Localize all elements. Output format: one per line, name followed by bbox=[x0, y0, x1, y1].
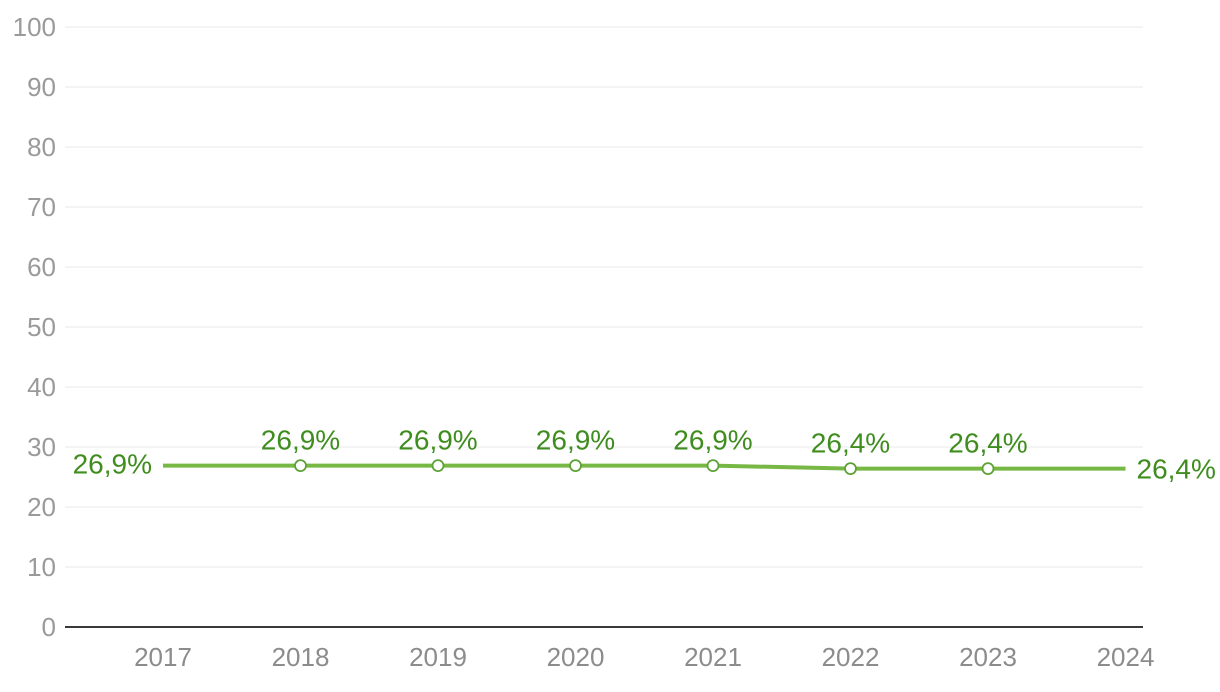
x-axis-tick-label-2024: 2024 bbox=[1097, 642, 1155, 672]
data-point-2023[interactable] bbox=[981, 462, 995, 476]
data-point-2021[interactable] bbox=[706, 459, 720, 473]
data-label-2018: 26,9% bbox=[261, 425, 340, 456]
x-axis-tick-label-2021: 2021 bbox=[684, 642, 742, 672]
data-label-2021: 26,9% bbox=[673, 425, 752, 456]
data-label-2017: 26,9% bbox=[73, 449, 152, 480]
data-label-2020: 26,9% bbox=[536, 425, 615, 456]
y-axis-tick-label-90: 90 bbox=[27, 72, 56, 102]
data-label-2023: 26,4% bbox=[948, 428, 1027, 459]
y-axis-tick-label-10: 10 bbox=[27, 552, 56, 582]
data-label-2019: 26,9% bbox=[398, 425, 477, 456]
y-axis-tick-label-100: 100 bbox=[13, 12, 56, 42]
data-point-2019[interactable] bbox=[431, 459, 445, 473]
x-axis-tick-label-2022: 2022 bbox=[822, 642, 880, 672]
data-point-2022[interactable] bbox=[844, 462, 857, 476]
data-label-2022: 26,4% bbox=[811, 428, 890, 459]
y-axis-tick-label-50: 50 bbox=[27, 312, 56, 342]
y-axis-tick-label-80: 80 bbox=[27, 132, 56, 162]
y-axis-tick-label-30: 30 bbox=[27, 432, 56, 462]
x-axis-tick-label-2020: 2020 bbox=[547, 642, 605, 672]
data-point-2020[interactable] bbox=[569, 459, 582, 473]
y-axis-tick-label-20: 20 bbox=[27, 492, 56, 522]
x-axis-tick-label-2017: 2017 bbox=[134, 642, 192, 672]
y-axis-tick-label-0: 0 bbox=[42, 612, 56, 642]
x-axis-tick-label-2023: 2023 bbox=[959, 642, 1017, 672]
y-axis-tick-label-60: 60 bbox=[27, 252, 56, 282]
y-axis-tick-label-70: 70 bbox=[27, 192, 56, 222]
x-axis-tick-label-2019: 2019 bbox=[409, 642, 467, 672]
series-line bbox=[163, 463, 1126, 471]
data-label-2024: 26,4% bbox=[1137, 454, 1216, 485]
data-point-2018[interactable] bbox=[294, 459, 307, 473]
x-axis-tick-label-2018: 2018 bbox=[272, 642, 330, 672]
y-axis-tick-label-40: 40 bbox=[27, 372, 56, 402]
